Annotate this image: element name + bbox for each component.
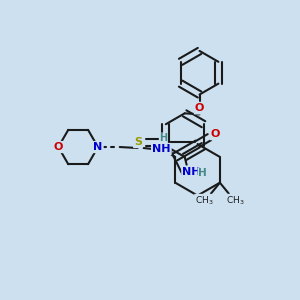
Text: S: S	[134, 137, 142, 147]
Text: NH: NH	[152, 144, 171, 154]
Text: CH$_3$: CH$_3$	[226, 194, 245, 207]
Text: NH: NH	[182, 167, 201, 177]
Text: O: O	[195, 103, 204, 113]
Text: H: H	[159, 133, 167, 143]
Text: N: N	[93, 142, 103, 152]
Text: O: O	[54, 142, 63, 152]
Text: H: H	[198, 168, 207, 178]
Text: O: O	[211, 129, 220, 139]
Text: CH$_3$: CH$_3$	[195, 194, 213, 207]
